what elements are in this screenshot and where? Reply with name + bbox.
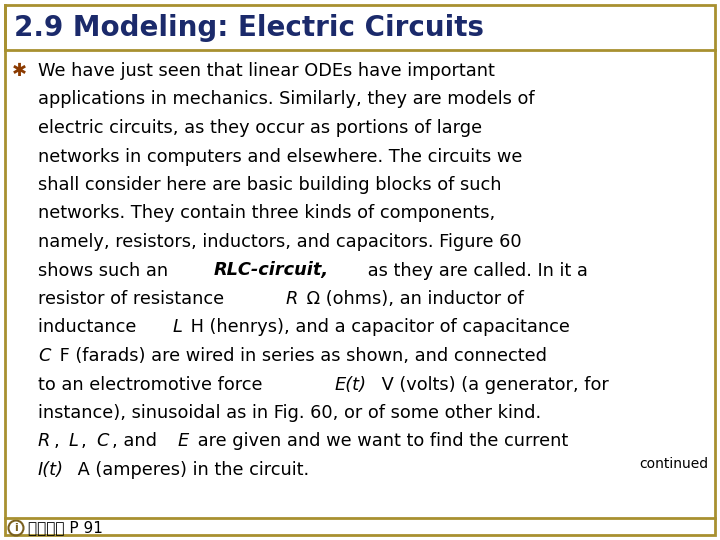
Text: RLC-circuit,: RLC-circuit, — [213, 261, 328, 280]
Text: 歐亞書局 P 91: 歐亞書局 P 91 — [28, 521, 103, 536]
Text: I(t): I(t) — [38, 461, 64, 479]
Text: E(t): E(t) — [335, 375, 367, 394]
Text: C: C — [96, 433, 109, 450]
Text: C: C — [38, 347, 50, 365]
Text: inductance: inductance — [38, 319, 142, 336]
Text: V (volts) (a generator, for: V (volts) (a generator, for — [377, 375, 609, 394]
Text: 2.9 Modeling: Electric Circuits: 2.9 Modeling: Electric Circuits — [14, 14, 484, 42]
Text: i: i — [14, 523, 18, 533]
Text: R: R — [285, 290, 298, 308]
Text: namely, resistors, inductors, and capacitors. Figure 60: namely, resistors, inductors, and capaci… — [38, 233, 521, 251]
Text: resistor of resistance: resistor of resistance — [38, 290, 230, 308]
Text: networks. They contain three kinds of components,: networks. They contain three kinds of co… — [38, 205, 495, 222]
Text: ,: , — [81, 433, 93, 450]
Text: are given and we want to find the current: are given and we want to find the curren… — [192, 433, 568, 450]
Text: networks in computers and elsewhere. The circuits we: networks in computers and elsewhere. The… — [38, 147, 523, 165]
Text: Ω (ohms), an inductor of: Ω (ohms), an inductor of — [302, 290, 524, 308]
Text: , and: , and — [112, 433, 163, 450]
Text: electric circuits, as they occur as portions of large: electric circuits, as they occur as port… — [38, 119, 482, 137]
Text: A (amperes) in the circuit.: A (amperes) in the circuit. — [71, 461, 309, 479]
Text: shall consider here are basic building blocks of such: shall consider here are basic building b… — [38, 176, 502, 194]
Text: instance), sinusoidal as in Fig. 60, or of some other kind.: instance), sinusoidal as in Fig. 60, or … — [38, 404, 541, 422]
Text: ,: , — [54, 433, 66, 450]
Text: as they are called. In it a: as they are called. In it a — [361, 261, 588, 280]
Text: E: E — [177, 433, 189, 450]
Text: We have just seen that linear ODEs have important: We have just seen that linear ODEs have … — [38, 62, 495, 80]
Text: R: R — [38, 433, 50, 450]
Text: shows such an: shows such an — [38, 261, 174, 280]
Text: H (henrys), and a capacitor of capacitance: H (henrys), and a capacitor of capacitan… — [185, 319, 570, 336]
Text: continued: continued — [639, 457, 708, 471]
Text: F (farads) are wired in series as shown, and connected: F (farads) are wired in series as shown,… — [54, 347, 547, 365]
Text: L: L — [172, 319, 182, 336]
Text: ✱: ✱ — [12, 62, 27, 80]
Text: applications in mechanics. Similarly, they are models of: applications in mechanics. Similarly, th… — [38, 91, 535, 109]
Text: to an electromotive force: to an electromotive force — [38, 375, 268, 394]
Text: L: L — [68, 433, 78, 450]
